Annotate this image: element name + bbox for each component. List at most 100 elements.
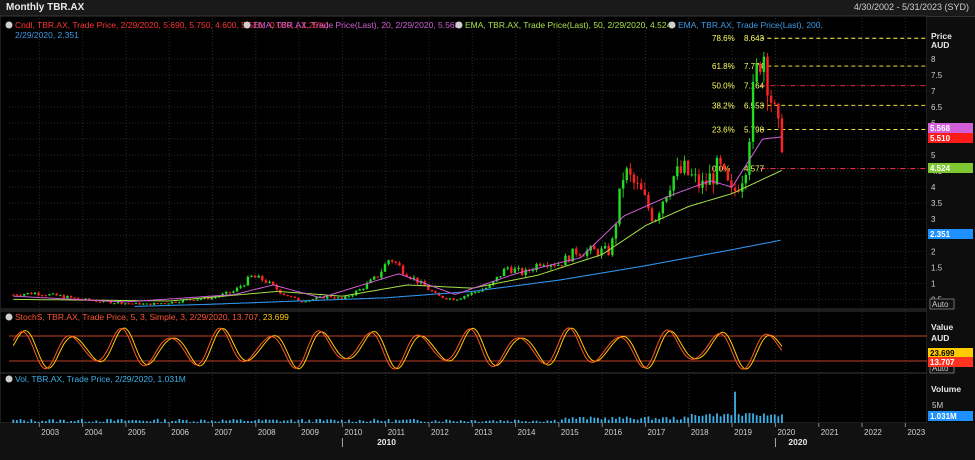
candle-body[interactable] <box>553 264 556 266</box>
volume-bar[interactable] <box>272 419 275 423</box>
candle-body[interactable] <box>95 300 98 302</box>
volume-bar[interactable] <box>532 420 534 423</box>
volume-bar[interactable] <box>99 421 101 423</box>
volume-bar[interactable] <box>477 421 480 423</box>
volume-bar[interactable] <box>456 421 459 423</box>
volume-bar[interactable] <box>463 421 466 423</box>
candle-body[interactable] <box>773 102 776 104</box>
volume-bar[interactable] <box>730 415 733 423</box>
volume-bar[interactable] <box>196 421 199 423</box>
volume-bar[interactable] <box>261 420 264 423</box>
candle-body[interactable] <box>398 262 401 266</box>
candle-body[interactable] <box>492 281 495 286</box>
volume-bar[interactable] <box>337 421 339 423</box>
volume-bar[interactable] <box>517 420 520 423</box>
volume-bar[interactable] <box>394 419 397 423</box>
candle-body[interactable] <box>383 264 387 272</box>
volume-bar[interactable] <box>131 420 134 423</box>
volume-bar[interactable] <box>23 420 26 423</box>
volume-bar[interactable] <box>275 419 278 423</box>
candle-body[interactable] <box>510 267 513 273</box>
candle-body[interactable] <box>257 275 260 278</box>
candle-body[interactable] <box>477 291 481 293</box>
volume-bar[interactable] <box>373 418 376 423</box>
candle-body[interactable] <box>571 248 574 262</box>
candle-body[interactable] <box>268 281 271 283</box>
volume-bar[interactable] <box>283 420 285 423</box>
candle-body[interactable] <box>206 297 210 300</box>
candle-body[interactable] <box>69 295 73 298</box>
candle-body[interactable] <box>585 250 589 256</box>
volume-bar[interactable] <box>48 419 51 423</box>
candle-body[interactable] <box>181 299 185 303</box>
volume-bar[interactable] <box>286 420 289 423</box>
candle-body[interactable] <box>235 287 239 292</box>
candle-body[interactable] <box>603 245 607 249</box>
candle-body[interactable] <box>304 301 307 303</box>
candle-body[interactable] <box>777 103 780 119</box>
volume-bar[interactable] <box>737 414 740 423</box>
candle-body[interactable] <box>253 275 257 278</box>
candle-body[interactable] <box>618 188 621 225</box>
candle-body[interactable] <box>474 292 477 294</box>
candle-body[interactable] <box>578 254 582 256</box>
candle-body[interactable] <box>40 295 44 297</box>
volume-bar[interactable] <box>127 420 130 423</box>
volume-bar[interactable] <box>770 414 773 423</box>
volume-bar[interactable] <box>676 419 679 423</box>
volume-bar[interactable] <box>192 421 195 423</box>
volume-bar[interactable] <box>420 421 422 423</box>
volume-bar[interactable] <box>138 420 141 423</box>
volume-bar[interactable] <box>369 420 372 423</box>
candle-body[interactable] <box>199 298 203 300</box>
volume-bar[interactable] <box>651 419 653 423</box>
candle-body[interactable] <box>87 298 91 301</box>
candle-body[interactable] <box>668 190 672 197</box>
candle-body[interactable] <box>686 160 690 175</box>
legend-toggle-icon[interactable] <box>5 375 13 383</box>
candle-body[interactable] <box>51 293 55 295</box>
volume-bar[interactable] <box>279 421 282 423</box>
candle-body[interactable] <box>275 284 278 290</box>
candle-body[interactable] <box>405 274 408 277</box>
candle-body[interactable] <box>676 166 679 177</box>
candle-body[interactable] <box>387 260 390 265</box>
volume-bar[interactable] <box>661 417 664 423</box>
legend-toggle-icon[interactable] <box>5 21 13 29</box>
volume-bar[interactable] <box>698 416 700 423</box>
price-auto-button[interactable]: Auto <box>929 298 955 310</box>
volume-bar[interactable] <box>145 421 148 423</box>
volume-bar[interactable] <box>124 420 127 423</box>
candle-body[interactable] <box>665 196 668 202</box>
candle-body[interactable] <box>15 294 19 296</box>
candle-body[interactable] <box>506 267 509 269</box>
candle-body[interactable] <box>286 294 289 297</box>
volume-bar[interactable] <box>174 420 177 423</box>
candle-body[interactable] <box>362 288 365 290</box>
volume-bar[interactable] <box>499 419 502 423</box>
candle-body[interactable] <box>239 286 242 288</box>
volume-bar[interactable] <box>358 419 361 423</box>
volume-bar[interactable] <box>214 421 217 423</box>
candle-body[interactable] <box>120 302 123 305</box>
candle-body[interactable] <box>289 296 293 298</box>
volume-bar[interactable] <box>636 419 639 423</box>
candle-body[interactable] <box>271 281 275 285</box>
candle-body[interactable] <box>658 213 661 221</box>
candle-body[interactable] <box>650 208 654 222</box>
volume-bar[interactable] <box>52 419 54 423</box>
candle-body[interactable] <box>391 260 394 262</box>
candle-body[interactable] <box>228 291 232 293</box>
candle-body[interactable] <box>300 301 304 303</box>
candle-body[interactable] <box>243 285 246 287</box>
volume-bar[interactable] <box>524 421 527 423</box>
candle-body[interactable] <box>210 297 213 300</box>
volume-bar[interactable] <box>402 419 404 423</box>
volume-bar[interactable] <box>203 419 206 423</box>
volume-bar[interactable] <box>600 419 603 423</box>
volume-bar[interactable] <box>586 419 588 423</box>
volume-bar[interactable] <box>120 419 123 423</box>
candle-body[interactable] <box>322 296 325 299</box>
candle-body[interactable] <box>542 265 545 267</box>
volume-bar[interactable] <box>268 419 271 423</box>
